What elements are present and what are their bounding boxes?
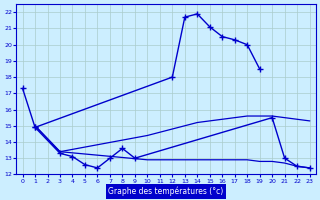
X-axis label: Graphe des températures (°c): Graphe des températures (°c) [108, 186, 224, 196]
